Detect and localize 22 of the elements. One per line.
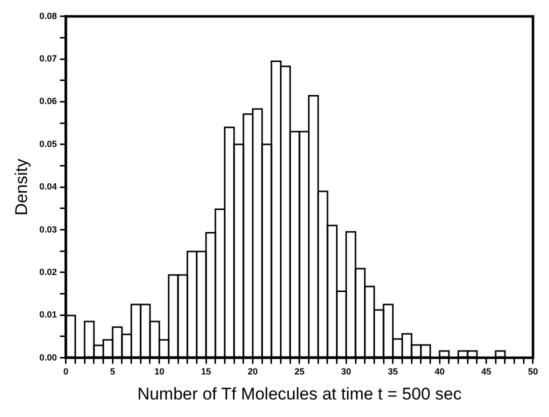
x-tick-label: 35: [388, 366, 398, 377]
x-tick-label: 45: [481, 366, 492, 377]
y-axis-title: Density: [12, 158, 31, 216]
x-axis-title: Number of Tf Molecules at time t = 500 sec: [137, 384, 462, 404]
x-tick-label: 50: [528, 366, 538, 377]
y-tick-label: 0.04: [39, 182, 57, 192]
y-tick-label: 0.06: [39, 96, 57, 106]
x-tick-label: 25: [294, 366, 304, 377]
x-tick-label: 0: [63, 366, 68, 377]
x-tick-label: 5: [110, 366, 116, 377]
y-tick-label: 0.03: [39, 224, 57, 234]
y-tick-label: 0.01: [39, 310, 57, 320]
y-tick-label: 0.05: [39, 138, 57, 149]
y-tick-label: 0.07: [39, 54, 57, 64]
x-tick-label: 10: [154, 366, 164, 377]
x-tick-label: 20: [248, 366, 258, 377]
y-tick-label: 0.02: [39, 266, 57, 277]
x-tick-label: 30: [341, 366, 352, 377]
y-tick-label: 0.00: [39, 352, 57, 362]
y-tick-label: 0.08: [39, 10, 57, 21]
x-tick-label: 15: [201, 366, 212, 377]
x-tick-label: 40: [434, 366, 445, 377]
